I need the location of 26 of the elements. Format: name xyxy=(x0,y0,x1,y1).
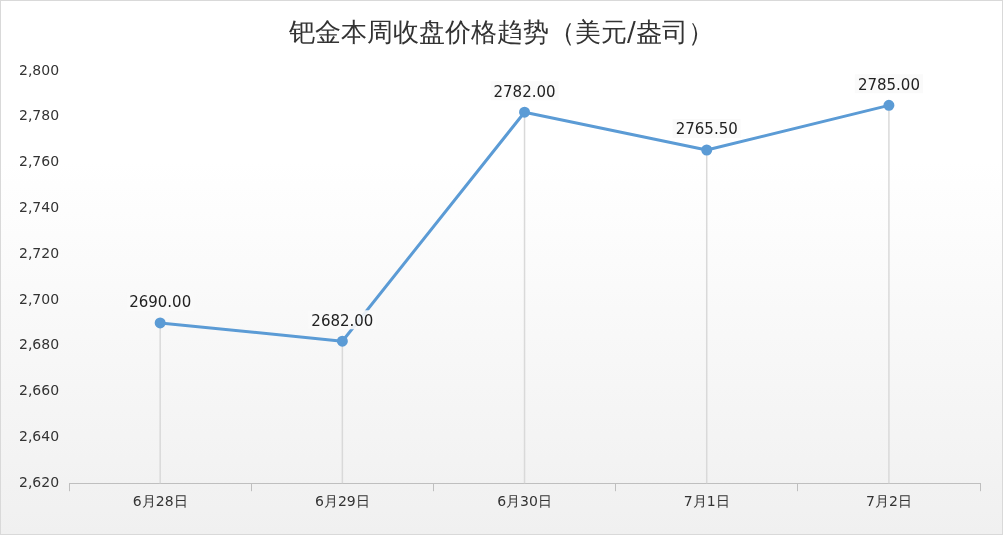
y-tick-label: 2,800 xyxy=(18,61,60,78)
y-tick-label: 2,660 xyxy=(18,382,60,399)
x-tick-label: 7月2日 xyxy=(865,493,912,510)
text: 2690.00 xyxy=(129,293,192,312)
x-tick-label: 7月1日 xyxy=(683,493,730,510)
y-tick-label: 2,640 xyxy=(18,428,60,445)
point xyxy=(701,144,713,156)
point xyxy=(519,106,531,118)
chart-title: 钯金本周收盘价格趋势（美元/盎司） xyxy=(288,16,715,49)
y-tick-label: 2,700 xyxy=(18,290,60,307)
text: 2765.50 xyxy=(675,120,738,139)
y-tick-label: 2,760 xyxy=(18,153,60,170)
y-tick-label: 2,620 xyxy=(18,473,60,490)
x-tick-label: 6月28日 xyxy=(132,493,188,510)
point xyxy=(883,99,895,111)
point xyxy=(154,317,166,329)
y-tick-label: 2,680 xyxy=(18,336,60,353)
point xyxy=(336,335,348,347)
x-tick-label: 6月30日 xyxy=(497,493,552,510)
y-tick-label: 2,720 xyxy=(18,244,60,261)
text: 2782.00 xyxy=(493,82,556,101)
text: 2682.00 xyxy=(311,311,374,330)
y-tick-label: 2,780 xyxy=(18,107,60,124)
text: 2785.00 xyxy=(857,75,920,94)
x-tick-label: 6月29日 xyxy=(314,493,370,510)
y-tick-label: 2,740 xyxy=(18,199,60,216)
